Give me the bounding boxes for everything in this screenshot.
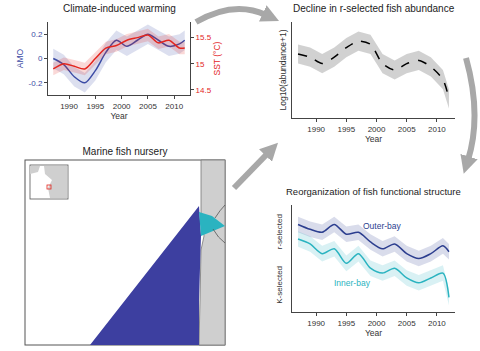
svg-text:2000: 2000 <box>368 125 386 134</box>
svg-text:Decline in r-selected fish abu: Decline in r-selected fish abundance <box>293 3 455 14</box>
svg-text:14.5: 14.5 <box>196 86 212 95</box>
svg-text:Marine fish nursery: Marine fish nursery <box>82 146 167 157</box>
svg-text:2000: 2000 <box>368 319 386 328</box>
svg-text:2000: 2000 <box>113 102 131 111</box>
svg-text:2005: 2005 <box>398 319 416 328</box>
svg-text:Climate-induced warming: Climate-induced warming <box>63 3 176 14</box>
svg-text:r-selected: r-selected <box>275 214 284 249</box>
svg-text:Outer-bay: Outer-bay <box>363 221 402 231</box>
svg-text:1995: 1995 <box>337 125 355 134</box>
svg-text:2010: 2010 <box>165 102 183 111</box>
svg-text:Year: Year <box>365 328 382 338</box>
svg-text:Log10(abundance+1): Log10(abundance+1) <box>278 29 288 110</box>
svg-text:1990: 1990 <box>60 102 78 111</box>
svg-text:SST (°C): SST (°C) <box>212 41 222 75</box>
svg-text:2010: 2010 <box>428 125 446 134</box>
svg-text:K-selected: K-selected <box>275 266 284 304</box>
svg-text:Year: Year <box>110 111 127 121</box>
svg-text:Inner-bay: Inner-bay <box>334 278 371 288</box>
svg-text:1995: 1995 <box>86 102 104 111</box>
svg-text:Reorganization of fish functio: Reorganization of fish functional struct… <box>286 186 461 197</box>
svg-text:1995: 1995 <box>337 319 355 328</box>
svg-text:0: 0 <box>38 54 43 63</box>
svg-text:-0.2: -0.2 <box>29 79 43 88</box>
svg-text:2005: 2005 <box>398 125 416 134</box>
svg-text:15.5: 15.5 <box>196 33 212 42</box>
svg-text:Year: Year <box>365 134 382 144</box>
svg-text:2005: 2005 <box>139 102 157 111</box>
svg-text:2010: 2010 <box>428 319 446 328</box>
svg-text:1990: 1990 <box>307 125 325 134</box>
svg-text:0.2: 0.2 <box>31 30 43 39</box>
svg-text:AMO: AMO <box>15 48 25 68</box>
svg-text:1990: 1990 <box>307 319 325 328</box>
svg-text:15: 15 <box>196 60 205 69</box>
